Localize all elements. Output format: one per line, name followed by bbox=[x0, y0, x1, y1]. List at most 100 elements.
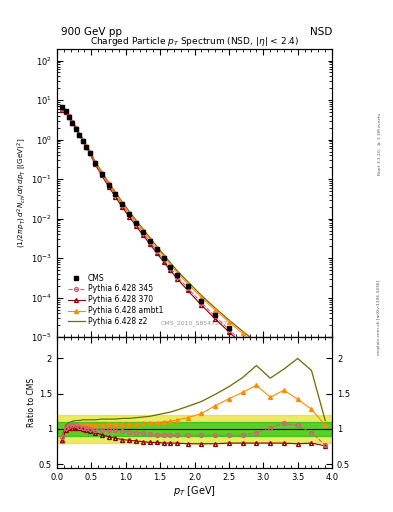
CMS bbox=[185, 283, 190, 289]
Pythia 6.428 345 bbox=[141, 229, 145, 236]
Pythia 6.428 ambt1 bbox=[199, 294, 204, 301]
Line: CMS: CMS bbox=[60, 104, 328, 413]
Pythia 6.428 z2 bbox=[63, 108, 68, 114]
Title: Charged Particle $p_T$ Spectrum (NSD, $|\eta|$ < 2.4): Charged Particle $p_T$ Spectrum (NSD, $|… bbox=[90, 35, 299, 49]
Pythia 6.428 ambt1 bbox=[141, 227, 145, 233]
CMS bbox=[81, 138, 85, 144]
CMS bbox=[154, 246, 159, 252]
Pythia 6.428 370 bbox=[254, 354, 259, 360]
Pythia 6.428 370 bbox=[281, 377, 286, 383]
Pythia 6.428 370 bbox=[213, 316, 218, 322]
Pythia 6.428 z2 bbox=[73, 124, 78, 130]
Pythia 6.428 370 bbox=[175, 276, 180, 282]
CMS bbox=[281, 374, 286, 380]
CMS bbox=[323, 408, 328, 414]
Pythia 6.428 z2 bbox=[213, 305, 218, 311]
CMS bbox=[147, 238, 152, 244]
Pythia 6.428 345 bbox=[281, 372, 286, 378]
Line: Pythia 6.428 370: Pythia 6.428 370 bbox=[60, 108, 327, 417]
Pythia 6.428 z2 bbox=[296, 373, 300, 379]
Pythia 6.428 ambt1 bbox=[281, 366, 286, 372]
CMS bbox=[87, 150, 92, 156]
Pythia 6.428 370 bbox=[199, 302, 204, 308]
Pythia 6.428 345 bbox=[120, 202, 125, 208]
Pythia 6.428 345 bbox=[60, 106, 64, 112]
Pythia 6.428 z2 bbox=[99, 168, 104, 175]
Pythia 6.428 ambt1 bbox=[268, 355, 273, 361]
CMS bbox=[309, 396, 314, 402]
Text: mcplots.cern.ch [arXiv:1306.3436]: mcplots.cern.ch [arXiv:1306.3436] bbox=[377, 280, 381, 355]
Pythia 6.428 370 bbox=[60, 106, 64, 113]
Pythia 6.428 ambt1 bbox=[73, 125, 78, 131]
Pythia 6.428 345 bbox=[168, 265, 173, 271]
Pythia 6.428 370 bbox=[63, 109, 68, 115]
CMS bbox=[120, 201, 125, 207]
Pythia 6.428 ambt1 bbox=[147, 236, 152, 242]
Pythia 6.428 345 bbox=[73, 125, 78, 131]
Pythia 6.428 ambt1 bbox=[99, 170, 104, 176]
Pythia 6.428 ambt1 bbox=[323, 407, 328, 413]
Pythia 6.428 345 bbox=[99, 171, 104, 177]
Pythia 6.428 z2 bbox=[147, 234, 152, 241]
Text: 900 GeV pp: 900 GeV pp bbox=[61, 27, 122, 37]
Pythia 6.428 345 bbox=[87, 150, 92, 156]
Pythia 6.428 z2 bbox=[106, 179, 111, 185]
Line: Pythia 6.428 ambt1: Pythia 6.428 ambt1 bbox=[60, 108, 327, 412]
Pythia 6.428 370 bbox=[87, 150, 92, 156]
CMS bbox=[99, 171, 104, 177]
Y-axis label: Ratio to CMS: Ratio to CMS bbox=[27, 378, 36, 428]
Pythia 6.428 z2 bbox=[281, 363, 286, 369]
Pythia 6.428 345 bbox=[185, 285, 190, 291]
Pythia 6.428 z2 bbox=[254, 339, 259, 345]
Pythia 6.428 ambt1 bbox=[113, 190, 118, 197]
Pythia 6.428 z2 bbox=[84, 142, 88, 148]
Pythia 6.428 345 bbox=[226, 327, 231, 333]
Pythia 6.428 345 bbox=[127, 211, 132, 218]
CMS bbox=[213, 312, 218, 318]
Pythia 6.428 ambt1 bbox=[127, 209, 132, 216]
CMS bbox=[175, 272, 180, 278]
Pythia 6.428 z2 bbox=[67, 113, 72, 119]
Text: CMS_2010_S8547297: CMS_2010_S8547297 bbox=[161, 320, 228, 326]
Pythia 6.428 370 bbox=[81, 138, 85, 144]
Pythia 6.428 345 bbox=[92, 160, 97, 166]
Pythia 6.428 345 bbox=[213, 313, 218, 319]
Pythia 6.428 345 bbox=[309, 397, 314, 403]
CMS bbox=[268, 362, 273, 368]
Pythia 6.428 370 bbox=[106, 183, 111, 189]
Pythia 6.428 z2 bbox=[113, 189, 118, 195]
Pythia 6.428 345 bbox=[113, 191, 118, 198]
Pythia 6.428 ambt1 bbox=[254, 342, 259, 348]
Pythia 6.428 370 bbox=[185, 287, 190, 293]
CMS bbox=[60, 103, 64, 110]
CMS bbox=[73, 126, 78, 132]
Pythia 6.428 z2 bbox=[60, 105, 64, 112]
Pythia 6.428 370 bbox=[141, 232, 145, 238]
Pythia 6.428 345 bbox=[241, 339, 245, 346]
Pythia 6.428 z2 bbox=[127, 208, 132, 215]
Pythia 6.428 ambt1 bbox=[106, 180, 111, 186]
Line: Pythia 6.428 z2: Pythia 6.428 z2 bbox=[62, 109, 325, 409]
CMS bbox=[141, 228, 145, 234]
Pythia 6.428 370 bbox=[99, 173, 104, 179]
CMS bbox=[113, 191, 118, 198]
Pythia 6.428 370 bbox=[120, 204, 125, 210]
CMS bbox=[254, 350, 259, 356]
Pythia 6.428 345 bbox=[134, 221, 138, 227]
Pythia 6.428 370 bbox=[134, 223, 138, 229]
Pythia 6.428 345 bbox=[81, 137, 85, 143]
Pythia 6.428 345 bbox=[175, 273, 180, 280]
Pythia 6.428 345 bbox=[77, 132, 82, 138]
Pythia 6.428 ambt1 bbox=[241, 330, 245, 336]
CMS bbox=[70, 120, 75, 126]
Line: Pythia 6.428 345: Pythia 6.428 345 bbox=[60, 107, 327, 417]
Text: NSD: NSD bbox=[310, 27, 332, 37]
Y-axis label: $(1/2\pi\,p_T)\,d^2N_{ch}/d\eta\,dp_T\;[(\mathrm{GeV})^2]$: $(1/2\pi\,p_T)\,d^2N_{ch}/d\eta\,dp_T\;[… bbox=[15, 138, 28, 248]
Pythia 6.428 ambt1 bbox=[185, 281, 190, 287]
Pythia 6.428 ambt1 bbox=[120, 200, 125, 206]
Pythia 6.428 z2 bbox=[87, 147, 92, 154]
Pythia 6.428 ambt1 bbox=[81, 137, 85, 143]
CMS bbox=[241, 337, 245, 344]
Pythia 6.428 ambt1 bbox=[161, 253, 166, 260]
Pythia 6.428 ambt1 bbox=[296, 379, 300, 385]
